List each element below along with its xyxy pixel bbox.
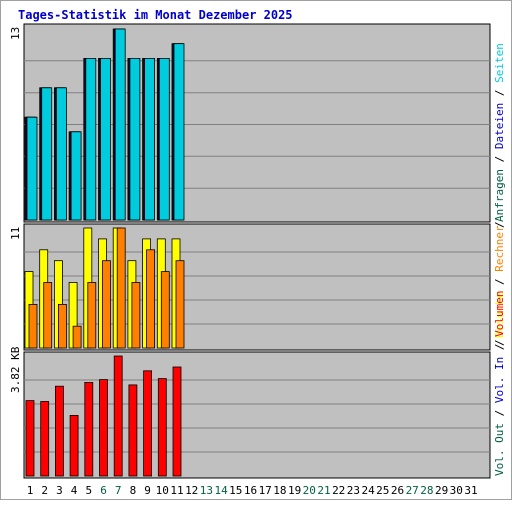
x-tick-label-31: 31 [464, 484, 477, 497]
bar-rechner-10 [160, 271, 170, 349]
x-tick-label-20: 20 [303, 484, 316, 497]
x-tick-label-29: 29 [435, 484, 448, 497]
bar-rechner-1 [28, 303, 38, 349]
legend-separator: / [493, 339, 506, 346]
bar-seiten-8 [129, 58, 141, 221]
x-tick-label-16: 16 [244, 484, 257, 497]
bar-rechner-9 [146, 249, 156, 349]
bar-rechner-3 [58, 303, 67, 349]
bar-rechner-2 [43, 282, 53, 349]
panel-background [23, 351, 491, 479]
bar-volumen-7 [113, 355, 123, 477]
bar-rechner-7 [116, 227, 126, 349]
legend-item-volumen: Volumen [493, 291, 506, 337]
chart-title: Tages-Statistik im Monat Dezember 2025 [18, 8, 293, 22]
bar-volumen-5 [84, 381, 94, 477]
legend-item-anfragen: Anfragen [493, 169, 506, 222]
x-tick-label-11: 11 [170, 484, 183, 497]
legend-item-vol-in: Vol. In [493, 357, 506, 403]
x-tick-label-10: 10 [156, 484, 169, 497]
legend-item-dateien: Dateien [493, 103, 506, 149]
legend-bottom: Vol. Out / Vol. In / Volumen [493, 291, 506, 476]
x-tick-label-22: 22 [332, 484, 345, 497]
bar-volumen-11 [172, 366, 182, 477]
panel-requests [23, 23, 491, 223]
legend-separator: / [493, 83, 506, 103]
x-tick-label-21: 21 [317, 484, 330, 497]
x-tick-label-30: 30 [450, 484, 463, 497]
x-tick-label-9: 9 [144, 484, 151, 497]
bar-seiten-2 [41, 87, 53, 221]
x-tick-label-5: 5 [85, 484, 92, 497]
bar-volumen-6 [99, 379, 108, 477]
x-tick-label-23: 23 [347, 484, 360, 497]
legend-item-vol-out: Vol. Out [493, 423, 506, 476]
bar-volumen-3 [55, 385, 64, 477]
panel-volume [23, 351, 491, 479]
legend-separator: / [493, 149, 506, 169]
legend-separator: / [493, 337, 506, 357]
bar-volumen-8 [128, 384, 138, 477]
x-tick-label-6: 6 [100, 484, 107, 497]
x-tick-label-28: 28 [420, 484, 433, 497]
x-tick-label-13: 13 [200, 484, 213, 497]
bar-seiten-3 [56, 87, 67, 221]
right-legends: Anfragen / Dateien / Seiten/Besuche / Re… [493, 43, 506, 476]
legend-item-rechner: Rechner [493, 225, 506, 272]
bar-rechner-6 [102, 260, 111, 349]
ytick-mid: 11 [9, 227, 22, 240]
bar-seiten-7 [114, 28, 126, 221]
ytick-top: 13 [9, 27, 22, 40]
legend-separator: / [493, 272, 506, 292]
x-tick-label-17: 17 [259, 484, 272, 497]
legend-item-seiten: Seiten [493, 43, 506, 83]
x-tick-label-14: 14 [214, 484, 228, 497]
x-tick-label-25: 25 [376, 484, 389, 497]
x-tick-label-26: 26 [391, 484, 404, 497]
x-tick-label-8: 8 [130, 484, 137, 497]
x-tick-label-4: 4 [71, 484, 78, 497]
bar-seiten-10 [158, 58, 170, 221]
x-tick-label-3: 3 [56, 484, 63, 497]
x-tick-label-24: 24 [361, 484, 375, 497]
bar-seiten-9 [144, 58, 156, 221]
bar-volumen-2 [40, 401, 50, 477]
bar-rechner-4 [72, 325, 82, 349]
legend-item-besuche: Besuche [493, 292, 506, 338]
bar-volumen-9 [143, 370, 153, 477]
x-tick-label-19: 19 [288, 484, 301, 497]
bar-volumen-1 [25, 400, 35, 477]
x-tick-label-1: 1 [27, 484, 34, 497]
x-tick-label-27: 27 [406, 484, 419, 497]
bar-volumen-4 [69, 414, 79, 477]
ytick-bot: 3.82 KB [9, 346, 22, 393]
legend-separator: / [493, 221, 506, 228]
bar-rechner-8 [131, 282, 141, 349]
legend-top: Anfragen / Dateien / Seiten [493, 43, 506, 222]
bar-volumen-10 [157, 378, 167, 477]
bar-seiten-1 [26, 116, 38, 221]
x-tick-label-15: 15 [229, 484, 242, 497]
bar-seiten-5 [85, 58, 97, 221]
x-tick-label-12: 12 [185, 484, 198, 497]
bar-seiten-4 [70, 131, 82, 221]
bar-rechner-11 [175, 260, 185, 349]
legend-separator: / [493, 403, 506, 423]
bar-rechner-5 [87, 282, 97, 349]
panel-visits [23, 223, 491, 351]
x-tick-label-18: 18 [273, 484, 286, 497]
bar-seiten-6 [100, 58, 111, 221]
x-tick-label-2: 2 [41, 484, 48, 497]
x-axis-labels: 1 2 3 4 5 6 7 8 9 10 11 12 13 14 15 16 17 18 19 20 21 22 23 24 2… [27, 484, 478, 497]
x-tick-label-7: 7 [115, 484, 122, 497]
bar-seiten-11 [173, 43, 185, 221]
legend-mid: Besuche / Rechner [493, 225, 506, 338]
